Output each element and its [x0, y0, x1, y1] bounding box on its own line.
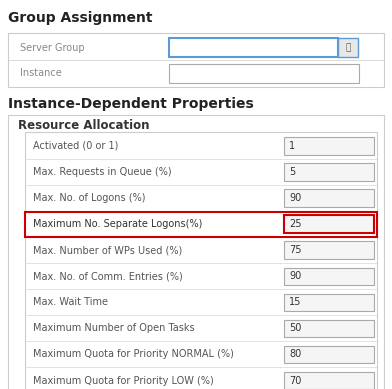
FancyBboxPatch shape — [169, 39, 338, 57]
Text: 70: 70 — [289, 375, 301, 385]
Text: Maximum No. Separate Logons(%): Maximum No. Separate Logons(%) — [33, 219, 202, 229]
FancyBboxPatch shape — [25, 212, 377, 237]
FancyBboxPatch shape — [284, 372, 374, 389]
FancyBboxPatch shape — [284, 242, 374, 259]
Text: 50: 50 — [289, 323, 301, 333]
FancyBboxPatch shape — [8, 115, 384, 389]
Text: Server Group: Server Group — [20, 43, 84, 53]
Text: ⧉: ⧉ — [345, 43, 351, 52]
Text: Max. Wait Time: Max. Wait Time — [33, 297, 107, 307]
Text: Max. Number of WPs Used (%): Max. Number of WPs Used (%) — [33, 245, 182, 255]
Text: Instance: Instance — [20, 68, 62, 79]
FancyBboxPatch shape — [284, 189, 374, 207]
Text: 15: 15 — [289, 297, 301, 307]
FancyBboxPatch shape — [284, 294, 374, 311]
Text: Group Assignment: Group Assignment — [8, 11, 152, 25]
Text: 25: 25 — [289, 219, 301, 229]
Text: Max. No. of Logons (%): Max. No. of Logons (%) — [33, 193, 145, 203]
FancyBboxPatch shape — [169, 64, 359, 83]
Text: 80: 80 — [289, 349, 301, 359]
FancyBboxPatch shape — [25, 132, 377, 389]
Text: 90: 90 — [289, 271, 301, 281]
Text: Maximum Quota for Priority NORMAL (%): Maximum Quota for Priority NORMAL (%) — [33, 349, 233, 359]
FancyBboxPatch shape — [284, 216, 374, 233]
FancyBboxPatch shape — [284, 320, 374, 337]
Text: 90: 90 — [289, 193, 301, 203]
Text: Maximum Number of Open Tasks: Maximum Number of Open Tasks — [33, 323, 194, 333]
FancyBboxPatch shape — [284, 268, 374, 285]
FancyBboxPatch shape — [284, 163, 374, 180]
FancyBboxPatch shape — [284, 137, 374, 154]
Text: 75: 75 — [289, 245, 301, 255]
Text: 5: 5 — [289, 167, 295, 177]
Text: Max. No. of Comm. Entries (%): Max. No. of Comm. Entries (%) — [33, 271, 182, 281]
FancyBboxPatch shape — [8, 33, 384, 87]
FancyBboxPatch shape — [284, 346, 374, 363]
Text: 1: 1 — [289, 141, 295, 151]
FancyBboxPatch shape — [338, 39, 358, 57]
Text: Maximum Quota for Priority LOW (%): Maximum Quota for Priority LOW (%) — [33, 375, 213, 385]
Text: Resource Allocation: Resource Allocation — [18, 119, 149, 132]
Text: Max. Requests in Queue (%): Max. Requests in Queue (%) — [33, 167, 171, 177]
Text: Activated (0 or 1): Activated (0 or 1) — [33, 141, 118, 151]
Text: Instance-Dependent Properties: Instance-Dependent Properties — [8, 97, 254, 111]
